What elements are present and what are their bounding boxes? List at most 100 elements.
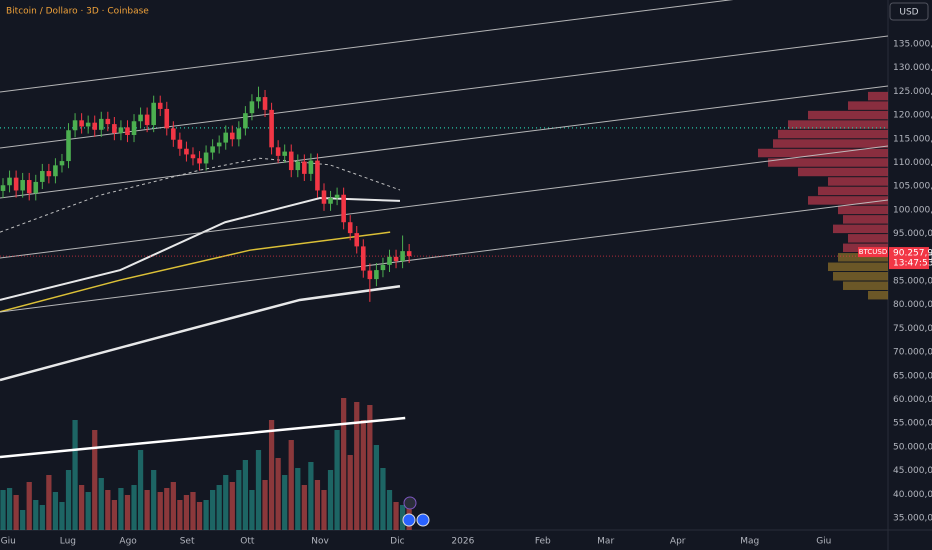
candle-body xyxy=(85,122,91,127)
candle-body xyxy=(275,147,281,156)
volume-bar xyxy=(177,500,183,530)
volume-profile-row xyxy=(848,101,888,110)
volume-bar xyxy=(262,480,268,530)
x-tick-label: Dic xyxy=(390,537,404,547)
indicator-line xyxy=(0,0,734,93)
x-tick-label: 2026 xyxy=(451,537,474,547)
volume-bar xyxy=(170,482,176,530)
candle-body xyxy=(367,270,373,280)
candle-body xyxy=(282,151,287,156)
volume-profile-row xyxy=(843,215,888,224)
y-tick-label: 125.000,00 xyxy=(893,87,932,97)
indicator-line xyxy=(0,145,888,259)
volume-bar xyxy=(255,450,262,530)
candle-body xyxy=(321,190,327,204)
indicator-line xyxy=(0,284,401,382)
volume-bar xyxy=(360,420,366,530)
volume-profile-row xyxy=(758,148,888,158)
candle-body xyxy=(400,251,405,262)
axes: 35.000,00 40.000,00 45.000,00 50.000,00 55.0… xyxy=(1,39,932,546)
x-tick-label: Giu xyxy=(816,537,831,547)
y-tick-label: 115.000,00 xyxy=(893,134,932,144)
volume-bar xyxy=(151,470,157,530)
candle-body xyxy=(341,194,346,223)
candle-body xyxy=(334,194,340,199)
candle-body xyxy=(46,171,52,177)
volume-bar xyxy=(341,398,347,530)
plot-area xyxy=(0,0,888,530)
event-icon[interactable] xyxy=(402,513,416,527)
y-tick-label: 100.000,00 xyxy=(893,205,932,215)
volume-bar xyxy=(367,405,373,530)
candle-body xyxy=(393,256,399,262)
volume-profile-row xyxy=(798,167,888,177)
volume-bar xyxy=(308,462,314,530)
event-icon[interactable] xyxy=(403,496,417,510)
x-tick-label: Feb xyxy=(535,537,551,547)
x-tick-label: Ott xyxy=(240,537,255,547)
candle-body xyxy=(302,161,307,174)
volume-profile-row xyxy=(833,224,888,234)
volume-profile-row xyxy=(848,234,888,243)
candle-body xyxy=(98,118,104,130)
volume-bar xyxy=(268,420,275,530)
candle-body xyxy=(59,161,65,166)
candle-body xyxy=(20,180,25,191)
candle-body xyxy=(347,222,353,234)
candle-body xyxy=(210,146,215,153)
x-tick-label: Ago xyxy=(119,537,137,547)
y-tick-label: 65.000,00 xyxy=(893,371,932,381)
volume-bar xyxy=(223,475,229,530)
candle-body xyxy=(177,139,183,149)
volume-bar xyxy=(124,495,131,530)
volume-bar xyxy=(33,500,39,530)
volume-profile-row xyxy=(838,253,888,262)
candle-body xyxy=(308,160,314,174)
volume-bar xyxy=(249,490,255,530)
volume-bar xyxy=(282,475,288,530)
volume-bar xyxy=(327,470,334,530)
indicator-line xyxy=(0,35,888,149)
volume-bar xyxy=(183,495,190,530)
candle-body xyxy=(105,118,111,125)
volume-profile-row xyxy=(778,129,888,139)
price-tag xyxy=(858,247,888,258)
volume-bar xyxy=(79,485,85,530)
event-icon[interactable] xyxy=(416,513,430,527)
volume-profile-row xyxy=(833,272,888,281)
candle-body xyxy=(66,130,71,162)
volume-bar xyxy=(144,490,150,530)
candle-body xyxy=(138,114,143,122)
candle-body xyxy=(328,198,333,204)
last-price-label: 90.257,97 xyxy=(893,249,932,259)
candle-body xyxy=(216,142,222,147)
volume-bar xyxy=(354,402,360,530)
chart-title: Bitcoin / Dollaro · 3D · Coinbase xyxy=(6,7,149,17)
y-tick-label: 85.000,00 xyxy=(893,276,932,286)
currency-button[interactable] xyxy=(889,2,929,21)
y-tick-label: 70.000,00 xyxy=(893,348,932,358)
candle-body xyxy=(7,177,12,186)
candle-body xyxy=(249,101,255,114)
indicator-line xyxy=(0,157,401,233)
candle-body xyxy=(295,161,301,171)
volume-bar xyxy=(20,510,26,530)
volume-bar xyxy=(236,470,242,530)
y-tick-label: 75.000,00 xyxy=(893,324,932,334)
volume-profile-row xyxy=(773,139,888,148)
volume-bar xyxy=(137,450,144,530)
candle-body xyxy=(79,120,84,127)
candle-body xyxy=(13,177,19,191)
volume-bar xyxy=(157,492,163,530)
y-tick-label: 130.000,00 xyxy=(893,63,932,73)
volume-bar xyxy=(118,488,124,530)
candle-body xyxy=(40,171,45,182)
currency[interactable]: USD xyxy=(899,8,918,18)
candle-body xyxy=(406,251,412,257)
candle-body xyxy=(354,233,360,247)
y-tick-label: 135.000,00 xyxy=(893,39,932,49)
volume-profile-row xyxy=(808,110,888,120)
y-tick-label: 45.000,00 xyxy=(893,466,932,476)
volume-bar xyxy=(6,488,13,530)
